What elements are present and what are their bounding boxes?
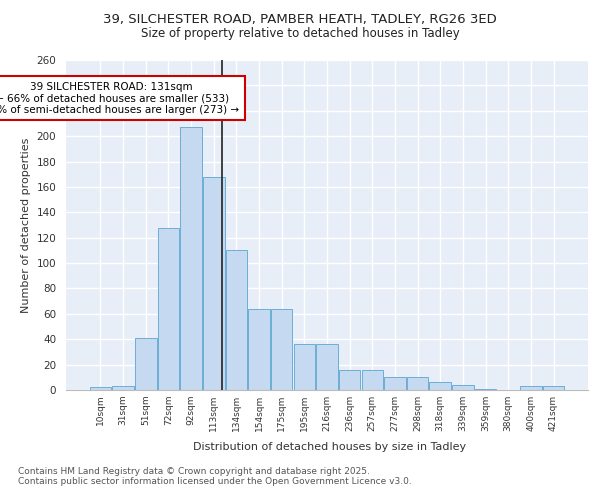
Text: 39, SILCHESTER ROAD, PAMBER HEATH, TADLEY, RG26 3ED: 39, SILCHESTER ROAD, PAMBER HEATH, TADLE… xyxy=(103,12,497,26)
Text: Size of property relative to detached houses in Tadley: Size of property relative to detached ho… xyxy=(140,28,460,40)
Bar xyxy=(543,386,564,390)
Bar xyxy=(475,388,496,390)
Bar xyxy=(90,388,111,390)
Bar xyxy=(226,250,247,390)
Bar xyxy=(452,385,473,390)
Text: Contains public sector information licensed under the Open Government Licence v3: Contains public sector information licen… xyxy=(18,477,412,486)
Bar xyxy=(181,128,202,390)
Text: Contains HM Land Registry data © Crown copyright and database right 2025.: Contains HM Land Registry data © Crown c… xyxy=(18,467,370,476)
Y-axis label: Number of detached properties: Number of detached properties xyxy=(21,138,31,312)
Bar xyxy=(362,370,383,390)
Bar xyxy=(293,344,315,390)
Bar xyxy=(384,378,406,390)
Bar xyxy=(316,344,338,390)
Bar xyxy=(112,386,134,390)
Bar xyxy=(135,338,157,390)
Bar xyxy=(203,177,224,390)
Bar xyxy=(339,370,361,390)
Text: Distribution of detached houses by size in Tadley: Distribution of detached houses by size … xyxy=(193,442,467,452)
Bar xyxy=(520,386,542,390)
Bar xyxy=(271,309,292,390)
Bar xyxy=(430,382,451,390)
Bar xyxy=(248,309,270,390)
Bar xyxy=(407,378,428,390)
Text: 39 SILCHESTER ROAD: 131sqm
← 66% of detached houses are smaller (533)
34% of sem: 39 SILCHESTER ROAD: 131sqm ← 66% of deta… xyxy=(0,82,239,115)
Bar xyxy=(158,228,179,390)
